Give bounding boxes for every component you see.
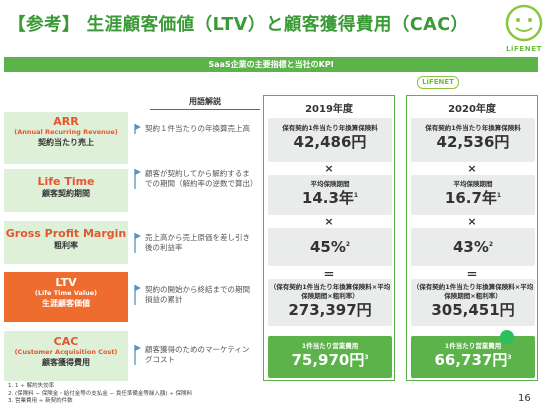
cac-cell-2020: 1件当たり営業費用 66,737円3	[411, 336, 535, 378]
logo-text: LiFENET	[505, 45, 543, 53]
gpm-cell-2020: 43%2	[411, 228, 535, 266]
gpm-value-2019: 45%2	[309, 238, 351, 256]
glossary-header: 用語解説	[150, 96, 260, 110]
arr-description-text: 契約１件当たりの年換算売上高	[145, 124, 250, 133]
row-label-gpm: Gross Profit Margin 粗利率	[4, 221, 128, 264]
arr-label-2019: 保有契約1件当たり年換算保険料	[282, 124, 378, 132]
row-label-arr: ARR (Annual Recurring Revenue) 契約当たり売上	[4, 112, 128, 164]
lifenet-small-logo: LiFENET	[417, 76, 459, 89]
times-operator: ×	[467, 215, 477, 228]
cac-description-text: 顧客獲得のためのマーケティングコスト	[145, 345, 250, 364]
gpm-description-text: 売上高から売上原価を差し引き後の利益率	[145, 233, 250, 252]
arrow-bullet-icon	[135, 124, 141, 130]
year-title-2019: 2019年度	[305, 104, 353, 115]
row-label-ltv: LTV (Life Time Value) 生涯顧客価値	[4, 272, 128, 322]
ltv-title: LTV	[55, 276, 77, 289]
section-banner: SaaS企業の主要指標と当社のKPI	[4, 57, 538, 72]
year-column-2020: 2020年度 保有契約1件当たり年換算保険料 42,536円 × 平均保険期間 …	[406, 95, 538, 381]
page-number: 16	[518, 393, 531, 404]
lifetime-jp: 顧客契約期間	[42, 189, 90, 198]
footnote-3: 3. 営業費用 ÷ 新契約件数	[8, 398, 73, 404]
arr-value-2020: 42,536円	[436, 133, 510, 151]
arrow-bullet-icon	[135, 233, 141, 239]
cac-value-2020: 66,737円3	[434, 351, 512, 369]
arr-description: 契約１件当たりの年換算売上高	[134, 124, 256, 134]
arr-subtitle: (Annual Recurring Revenue)	[14, 128, 118, 136]
equals-operator: ＝	[323, 268, 335, 281]
cac-title: CAC	[53, 335, 79, 348]
times-operator: ×	[324, 215, 334, 228]
arr-cell-2020: 保有契約1件当たり年換算保険料 42,536円	[411, 118, 535, 162]
ltv-description-text: 契約の開始から終結までの期間損益の累計	[145, 285, 250, 304]
year-column-2019: 2019年度 保有契約1件当たり年換算保険料 42,486円 × 平均保険期間 …	[263, 95, 395, 381]
gpm-jp: 粗利率	[54, 241, 78, 250]
gpm-title: Gross Profit Margin	[5, 227, 127, 240]
ltv-value-2019: 273,397円	[288, 301, 372, 319]
lifetime-title: Life Time	[37, 175, 95, 188]
lifenet-logo-icon	[505, 4, 543, 42]
arrow-bullet-icon	[135, 169, 141, 175]
arrow-bullet-icon	[135, 285, 141, 291]
lifetime-value-2020: 16.7年1	[444, 189, 502, 207]
evernote-icon[interactable]	[500, 330, 514, 344]
gpm-value-2020: 43%2	[452, 238, 494, 256]
gpm-cell-2019: 45%2	[268, 228, 392, 266]
times-operator: ×	[467, 162, 477, 175]
ltv-value-2020: 305,451円	[431, 301, 515, 319]
ltv-label-2020: （保有契約1件当たり年換算保険料×平均保険期間×粗利率）	[412, 283, 534, 300]
cac-jp: 顧客獲得費用	[42, 358, 90, 367]
arr-value-2019: 42,486円	[293, 133, 367, 151]
equals-operator: ＝	[466, 268, 478, 281]
cac-subtitle: (Customer Acquisition Cost)	[14, 348, 118, 356]
cac-label-2019: 1件当たり営業費用	[301, 342, 359, 350]
footnote-2: 2. (保険料 − 保険金・給付金等の支払金 − 責任準備金等繰入額) ÷ 保険…	[8, 390, 193, 397]
lifetime-cell-2020: 平均保険期間 16.7年1	[411, 175, 535, 215]
ltv-subtitle: (Life Time Value)	[34, 289, 98, 297]
row-label-lifetime: Life Time 顧客契約期間	[4, 169, 128, 212]
cac-cell-2019: 1件当たり営業費用 75,970円3	[268, 336, 392, 378]
cac-value-2019: 75,970円3	[291, 351, 369, 369]
arrow-bullet-icon	[135, 345, 141, 351]
cac-label-2020: 1件当たり営業費用	[444, 342, 502, 350]
ltv-cell-2019: （保有契約1件当たり年換算保険料×平均保険期間×粗利率） 273,397円	[268, 279, 392, 326]
arr-cell-2019: 保有契約1件当たり年換算保険料 42,486円	[268, 118, 392, 162]
row-label-cac: CAC (Customer Acquisition Cost) 顧客獲得費用	[4, 331, 128, 381]
lifetime-label-2019: 平均保険期間	[310, 180, 350, 188]
ltv-description: 契約の開始から終結までの期間損益の累計	[134, 285, 256, 305]
cac-description: 顧客獲得のためのマーケティングコスト	[134, 345, 256, 365]
ltv-cell-2020: （保有契約1件当たり年換算保険料×平均保険期間×粗利率） 305,451円	[411, 279, 535, 326]
ltv-jp: 生涯顧客価値	[42, 299, 90, 308]
footnote-1: 1. 1 ÷ 解約失効率	[8, 383, 55, 389]
ltv-label-2019: （保有契約1件当たり年換算保険料×平均保険期間×粗利率）	[269, 283, 391, 300]
footnotes: 1. 1 ÷ 解約失効率 2. (保険料 − 保険金・給付金等の支払金 − 責任…	[8, 383, 192, 406]
lifetime-cell-2019: 平均保険期間 14.3年1	[268, 175, 392, 215]
times-operator: ×	[324, 162, 334, 175]
page-title: 【参考】 生涯顧客価値（LTV）と顧客獲得費用（CAC）	[8, 15, 469, 35]
lifetime-value-2019: 14.3年1	[301, 189, 359, 207]
arr-jp: 契約当たり売上	[38, 138, 94, 147]
lifetime-description: 顧客が契約してから解約するまでの期間（解約率の逆数で算出）	[134, 169, 258, 189]
lifetime-label-2020: 平均保険期間	[453, 180, 493, 188]
gpm-description: 売上高から売上原価を差し引き後の利益率	[134, 233, 256, 253]
lifetime-description-text: 顧客が契約してから解約するまでの期間（解約率の逆数で算出）	[145, 169, 258, 188]
year-title-2020: 2020年度	[448, 104, 496, 115]
arr-label-2020: 保有契約1件当たり年換算保険料	[425, 124, 521, 132]
arr-title: ARR	[53, 115, 79, 128]
